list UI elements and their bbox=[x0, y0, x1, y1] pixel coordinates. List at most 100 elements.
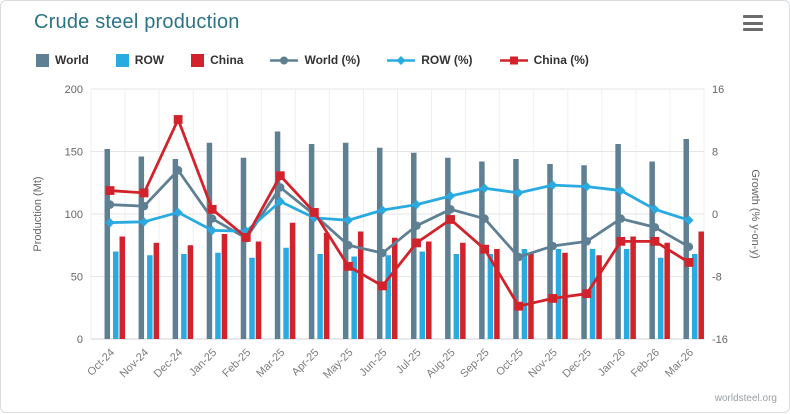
china-marker bbox=[650, 236, 660, 246]
legend-item-row-pct[interactable]: ROW (%) bbox=[387, 53, 473, 67]
world-bar bbox=[649, 161, 655, 339]
x-axis-label: Jan-25 bbox=[187, 347, 219, 379]
china-marker bbox=[616, 236, 626, 246]
china-bar bbox=[460, 242, 466, 339]
china-swatch-icon bbox=[191, 53, 205, 67]
china-marker bbox=[378, 281, 387, 291]
world-line bbox=[109, 168, 690, 259]
china-bar bbox=[528, 252, 534, 339]
right-axis-tick-label: 16 bbox=[712, 84, 724, 96]
china-marker bbox=[446, 215, 455, 224]
left-axis-title: Production (Mt) bbox=[32, 176, 44, 251]
x-axis-label: Sep-25 bbox=[458, 347, 492, 381]
right-axis-tick-label: -16 bbox=[712, 334, 728, 346]
china-line bbox=[109, 118, 690, 308]
world-bar bbox=[104, 149, 111, 339]
row-bar bbox=[317, 254, 323, 339]
row-bar bbox=[453, 254, 460, 339]
world-marker bbox=[446, 205, 455, 214]
row-bar bbox=[555, 249, 562, 339]
china-bar bbox=[357, 231, 364, 339]
hamburger-icon[interactable] bbox=[743, 15, 763, 31]
row-bar bbox=[657, 257, 664, 339]
china-marker bbox=[412, 238, 421, 248]
right-axis-title: Growth (% y-on-y) bbox=[749, 169, 761, 258]
world-bar bbox=[240, 157, 247, 339]
x-axis-label: Jan-26 bbox=[596, 347, 628, 379]
legend-item-china-pct[interactable]: China (%) bbox=[499, 53, 589, 67]
china-marker bbox=[309, 208, 319, 217]
legend-label: World bbox=[55, 53, 89, 67]
row-marker bbox=[582, 182, 592, 192]
china-bar bbox=[323, 232, 330, 339]
x-axis-label: Jun-25 bbox=[357, 347, 389, 379]
china-marker bbox=[548, 293, 558, 303]
legend-item-world-pct[interactable]: World (%) bbox=[270, 53, 360, 67]
row-swatch-icon bbox=[115, 53, 129, 67]
row-marker bbox=[445, 191, 456, 201]
world-marker bbox=[616, 214, 626, 223]
legend-item-china[interactable]: China bbox=[191, 53, 243, 67]
row-bar bbox=[589, 249, 596, 339]
hamburger-bar bbox=[743, 21, 763, 25]
row-marker bbox=[343, 215, 354, 225]
world-bar bbox=[581, 165, 587, 339]
x-axis-label: Nov-24 bbox=[118, 347, 152, 381]
row-marker bbox=[480, 183, 490, 193]
row-bar bbox=[385, 255, 391, 339]
row-marker bbox=[616, 185, 626, 196]
world-swatch-icon bbox=[36, 53, 49, 67]
china-marker bbox=[582, 289, 592, 299]
china-marker bbox=[105, 186, 115, 195]
left-axis-tick-label: 0 bbox=[77, 334, 83, 346]
row-bar bbox=[623, 249, 630, 339]
china-marker bbox=[480, 244, 490, 254]
row-bar bbox=[181, 254, 187, 339]
page-title: Crude steel production bbox=[34, 11, 240, 33]
x-axis-label: Oct-24 bbox=[85, 347, 117, 379]
china-marker bbox=[207, 204, 217, 214]
x-axis-label: Mar-26 bbox=[663, 347, 696, 380]
world-bar bbox=[513, 159, 519, 339]
legend-label: China (%) bbox=[533, 53, 589, 67]
world-bar bbox=[342, 142, 349, 339]
china-bar bbox=[596, 255, 602, 339]
world-bar bbox=[274, 131, 281, 339]
row-bar bbox=[487, 254, 494, 339]
row-marker bbox=[514, 188, 524, 198]
row-marker bbox=[377, 205, 388, 215]
row-marker bbox=[139, 217, 149, 227]
row-bar bbox=[249, 257, 255, 339]
world-bar bbox=[376, 147, 383, 339]
x-axis-label: Feb-26 bbox=[629, 347, 662, 380]
hamburger-bar bbox=[743, 15, 763, 18]
world-marker bbox=[548, 241, 557, 251]
china-marker bbox=[275, 171, 285, 181]
row-line bbox=[109, 183, 690, 233]
china-bar bbox=[221, 234, 228, 339]
world-marker bbox=[514, 252, 523, 262]
legend-item-row[interactable]: ROW bbox=[115, 53, 164, 67]
world-marker bbox=[105, 200, 115, 209]
row-marker bbox=[173, 207, 183, 218]
row-pct-line-icon bbox=[387, 54, 416, 67]
x-axis-label: Dec-25 bbox=[560, 347, 594, 381]
world-bar bbox=[547, 164, 553, 339]
legend-item-world[interactable]: World bbox=[36, 53, 89, 67]
world-bar bbox=[683, 139, 689, 339]
right-axis-tick-label: 8 bbox=[712, 147, 718, 159]
chart-legend: World ROW China World (%) ROW (%) China … bbox=[36, 53, 589, 67]
hamburger-bar bbox=[743, 28, 763, 31]
china-bar bbox=[426, 241, 432, 339]
x-axis-label: Nov-25 bbox=[526, 347, 560, 381]
world-marker bbox=[207, 214, 217, 223]
legend-label: World (%) bbox=[304, 53, 361, 67]
china-marker bbox=[241, 233, 251, 242]
world-bar bbox=[138, 156, 145, 339]
legend-label: China bbox=[210, 53, 244, 67]
world-marker bbox=[582, 237, 592, 246]
row-marker bbox=[650, 204, 660, 214]
row-bar bbox=[351, 256, 357, 339]
